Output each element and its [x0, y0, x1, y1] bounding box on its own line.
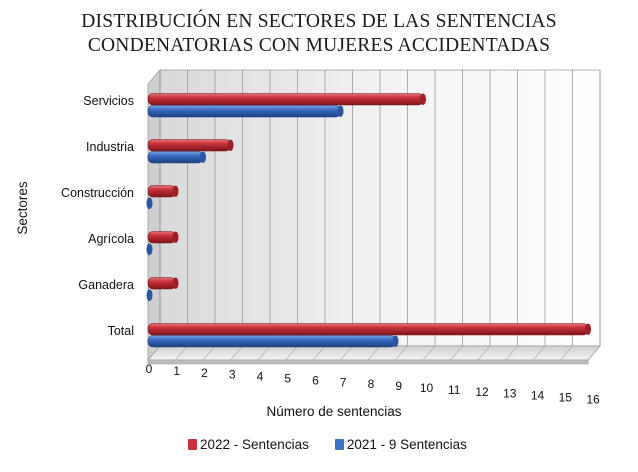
x-tick-label-14: 14: [531, 389, 545, 403]
x-tick-label-2: 2: [201, 366, 208, 380]
floor-gridline-4: [257, 345, 271, 361]
floor-gridline-10: [422, 345, 436, 361]
x-tick-label-11: 11: [448, 383, 461, 397]
plot-floor-edge: [147, 359, 589, 365]
bar-agrcola-2022: [147, 231, 176, 244]
floor-gridline-9: [395, 345, 408, 361]
bar-ganadera-2022: [147, 277, 176, 290]
x-tick-label-16: 16: [586, 392, 600, 406]
bar-cap-servicios-2021: [337, 105, 344, 117]
y-category-label-total: Total: [108, 324, 134, 338]
floor-gridline-16: [587, 345, 601, 361]
bar-cap-industria-2021: [200, 151, 206, 163]
floor-gridline-7: [340, 345, 353, 361]
chart-title-line-2: CONDENATORIAS CON MUJERES ACCIDENTADAS: [87, 35, 551, 56]
chart-title-line-1: DISTRIBUCIÓN EN SECTORES DE LAS SENTENCI…: [81, 11, 557, 32]
bar-cap-agrcola-2022: [172, 231, 179, 243]
bar-construccin-2022: [147, 185, 176, 198]
bar-cap-total-2022: [585, 323, 591, 335]
floor-gridline-11: [450, 345, 463, 361]
legend-label-2021: 2021 - 9 Sentencias: [346, 436, 467, 452]
floor-gridline-6: [312, 345, 326, 361]
floor-gridline-1: [175, 345, 188, 361]
legend-swatch-2021: [334, 438, 344, 450]
bar-servicios-2022: [147, 93, 424, 106]
chart-legend: 2022 - Sentencias 2021 - 9 Sentencias: [188, 434, 467, 454]
legend-swatch-2022: [188, 438, 197, 450]
bar-chart: 0 1 2 3 4 5 6 7 8 9 10 11 12 13 14 15 16ServiciosIndustr…: [15, 68, 601, 419]
floor-gridline-8: [367, 345, 381, 361]
x-tick-label-12: 12: [475, 385, 489, 399]
floor-gridline-14: [532, 345, 546, 361]
y-category-label-agrcola: Agrícola: [88, 232, 134, 246]
y-category-label-servicios: Servicios: [83, 94, 134, 108]
bar-cap-agrcola-2021: [146, 243, 153, 255]
x-tick-label-3: 3: [229, 368, 236, 382]
y-category-label-industria: Industria: [86, 140, 134, 154]
floor-gridline-12: [477, 345, 491, 361]
floor-gridline-0: [147, 345, 161, 361]
x-tick-label-10: 10: [420, 381, 434, 395]
x-tick-label-9: 9: [395, 379, 402, 393]
legend-item-2022: 2022 - Sentencias: [188, 437, 309, 452]
bar-cap-ganadera-2022: [172, 277, 179, 289]
x-tick-label-13: 13: [503, 387, 517, 401]
bar-total-2022: [147, 323, 589, 336]
floor-gridline-13: [505, 345, 518, 361]
bar-cap-servicios-2022: [420, 93, 426, 105]
y-category-label-construccin: Construcción: [61, 186, 134, 200]
x-tick-label-7: 7: [340, 375, 347, 389]
x-tick-label-5: 5: [284, 372, 291, 386]
y-category-label-ganadera: Ganadera: [78, 278, 134, 292]
x-tick-label-8: 8: [368, 377, 375, 391]
x-tick-label-15: 15: [559, 391, 573, 405]
bar-industria-2021: [147, 151, 204, 164]
chart-title: DISTRIBUCIÓN EN SECTORES DE LAS SENTENCI…: [0, 10, 638, 58]
bar-cap-ganadera-2021: [146, 289, 153, 301]
x-tick-label-4: 4: [257, 370, 264, 384]
x-tick-label-0: 0: [146, 362, 153, 376]
x-axis-title: Número de sentencias: [266, 404, 401, 419]
x-tick-label-6: 6: [312, 373, 319, 387]
floor-gridline-2: [202, 345, 216, 361]
legend-label-2022: 2022 - Sentencias: [200, 436, 309, 452]
bar-cap-industria-2022: [227, 139, 234, 151]
x-tick-label-1: 1: [173, 364, 180, 378]
y-axis-title: Sectores: [15, 181, 30, 235]
bar-industria-2022: [147, 139, 231, 152]
bar-servicios-2021: [147, 105, 341, 118]
legend-item-2021: 2021 - 9 Sentencias: [334, 436, 467, 452]
bar-total-2021: [147, 335, 396, 348]
floor-gridline-15: [560, 345, 573, 361]
floor-gridline-5: [285, 345, 298, 361]
bar-cap-construccin-2022: [172, 185, 179, 197]
bar-cap-total-2021: [392, 335, 399, 347]
floor-gridline-3: [230, 345, 243, 361]
bar-cap-construccin-2021: [146, 197, 153, 209]
